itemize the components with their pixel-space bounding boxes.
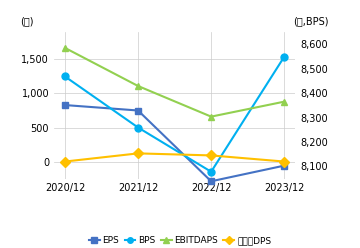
BPS bbox=[136, 126, 140, 129]
DPS bbox=[63, 160, 67, 163]
BPS bbox=[63, 75, 67, 78]
DPS bbox=[209, 154, 213, 157]
EBITDAPS bbox=[209, 115, 213, 118]
EPS bbox=[136, 109, 140, 112]
Legend: EPS, BPS, EBITDAPS, 보통주DPS: EPS, BPS, EBITDAPS, 보통주DPS bbox=[85, 232, 275, 248]
BPS bbox=[209, 170, 213, 173]
EBITDAPS bbox=[63, 46, 67, 49]
EPS bbox=[209, 180, 213, 183]
EPS bbox=[63, 104, 67, 107]
EBITDAPS bbox=[282, 100, 287, 103]
Line: EBITDAPS: EBITDAPS bbox=[62, 44, 288, 120]
EBITDAPS bbox=[136, 85, 140, 88]
EPS bbox=[282, 164, 287, 167]
Line: BPS: BPS bbox=[62, 53, 288, 175]
Text: (원): (원) bbox=[20, 16, 34, 26]
DPS bbox=[136, 152, 140, 155]
DPS bbox=[282, 160, 287, 163]
Line: EPS: EPS bbox=[62, 102, 288, 185]
BPS bbox=[282, 55, 287, 58]
Text: (원,BPS): (원,BPS) bbox=[293, 16, 329, 26]
Line: DPS: DPS bbox=[62, 150, 288, 165]
